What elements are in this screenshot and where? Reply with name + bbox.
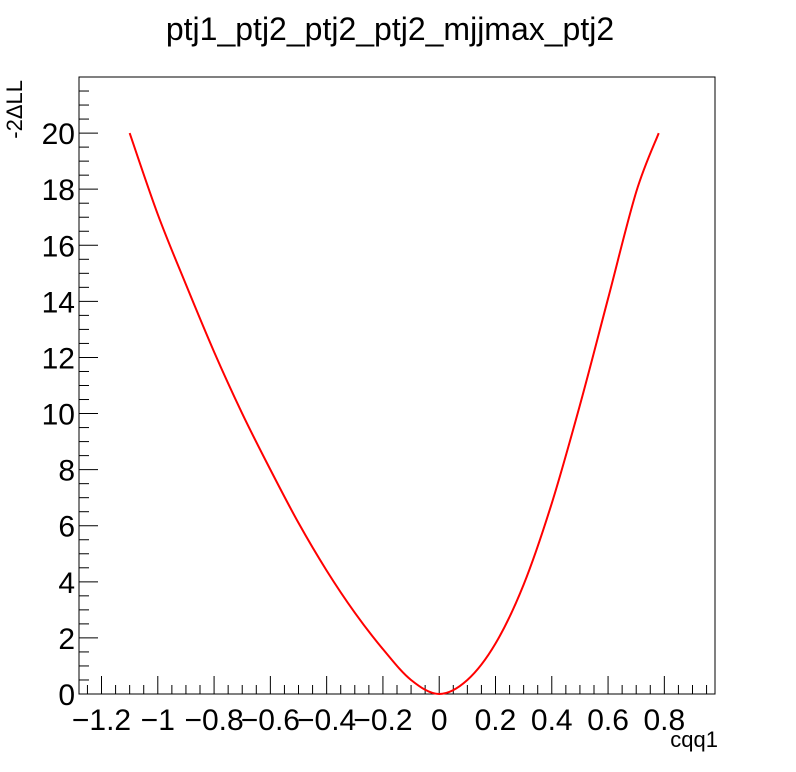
y-tick-label: 20 xyxy=(42,118,75,151)
y-tick-label: 16 xyxy=(42,230,75,263)
x-tick-label: 0.8 xyxy=(643,704,685,737)
y-tick-label: 0 xyxy=(58,679,75,712)
x-axis-title: cqq1 xyxy=(670,727,718,752)
x-tick-label: −0.4 xyxy=(297,704,356,737)
y-axis-title: -2ΔLL xyxy=(2,80,27,139)
x-tick-label: −0.6 xyxy=(241,704,300,737)
x-tick-label: 0 xyxy=(431,704,448,737)
x-tick-label: 0.6 xyxy=(587,704,629,737)
y-tick-label: 18 xyxy=(42,174,75,207)
series-lines xyxy=(128,132,660,696)
chart-title: ptj1_ptj2_ptj2_ptj2_mjjmax_ptj2 xyxy=(166,11,614,47)
x-tick-label: 0.4 xyxy=(531,704,573,737)
x-tick-label: −1 xyxy=(141,704,175,737)
y-tick-label: 14 xyxy=(42,286,75,319)
x-tick-label: 0.2 xyxy=(475,704,517,737)
y-tick-label: 12 xyxy=(42,342,75,375)
x-tick-label: −0.2 xyxy=(353,704,412,737)
y-tick-label: 6 xyxy=(58,511,75,544)
y-tick-label: 10 xyxy=(42,399,75,432)
axis-tick-labels: −1.2 −1 −0.8−0.6−0.4−0.2 0 0.2 0.4 0.6 0.8 0 2 4 6 8… xyxy=(42,118,686,737)
y-tick-label: 2 xyxy=(58,623,75,656)
axis-ticks xyxy=(79,90,708,695)
x-tick-label: −0.8 xyxy=(184,704,243,737)
series-line xyxy=(128,132,660,696)
y-tick-label: 4 xyxy=(58,567,75,600)
x-tick-label: −1.2 xyxy=(72,704,131,737)
y-tick-label: 8 xyxy=(58,455,75,488)
